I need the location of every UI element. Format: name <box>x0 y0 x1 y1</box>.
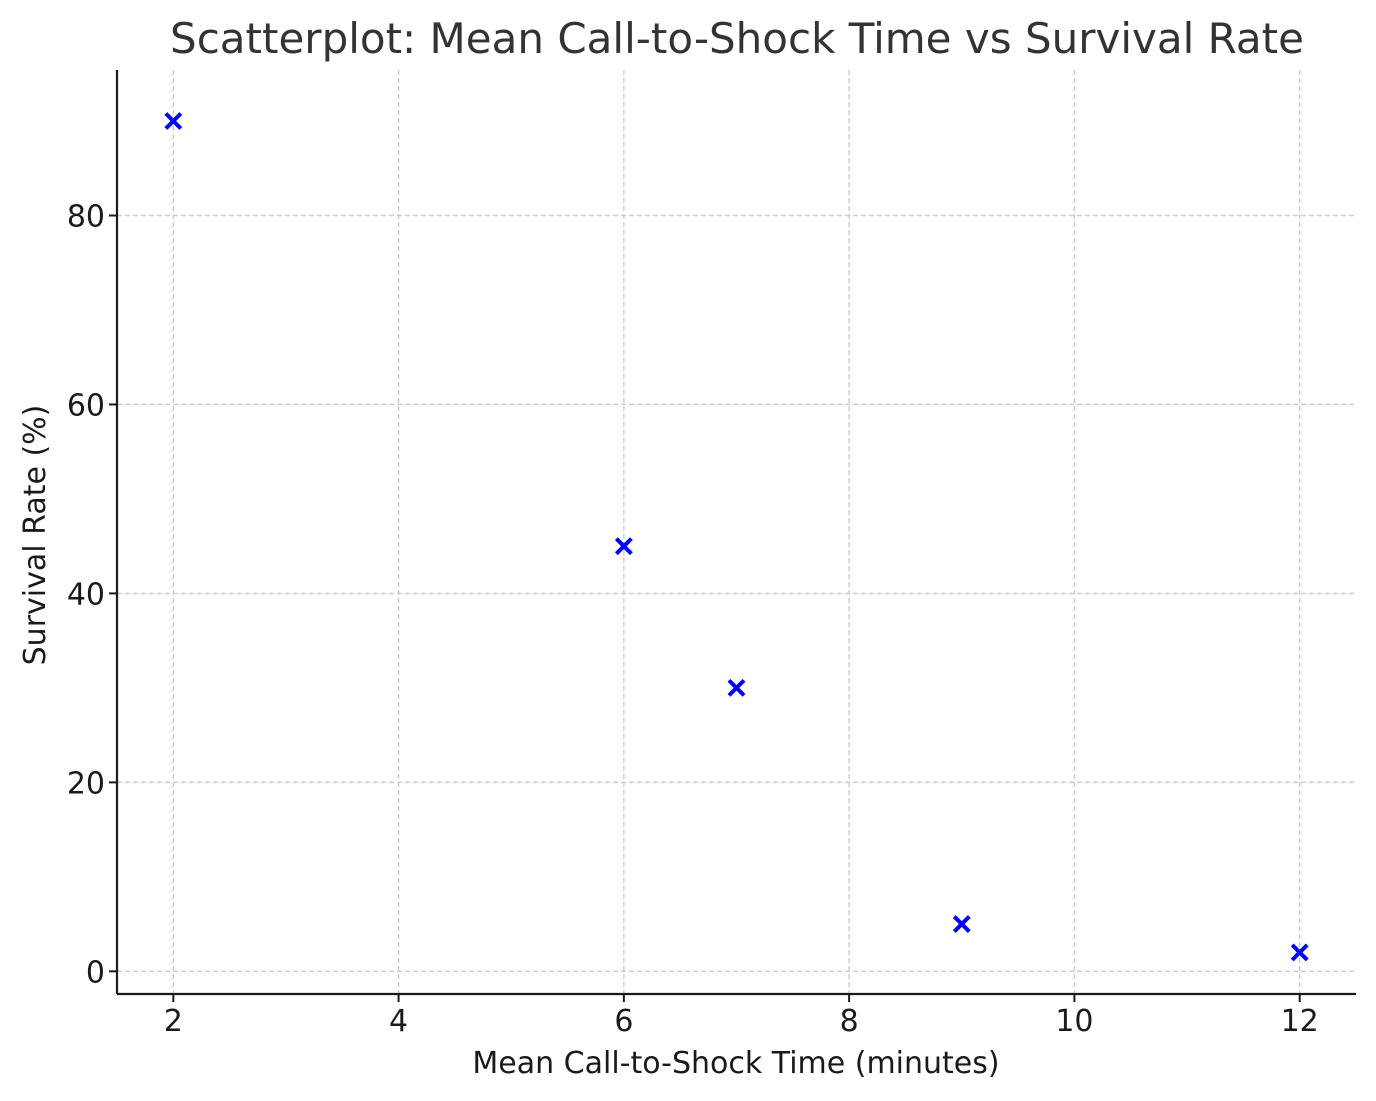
y-tick-label: 0 <box>86 955 105 990</box>
y-tick-label: 60 <box>67 388 105 423</box>
y-tick-label: 80 <box>67 199 105 234</box>
scatter-point <box>952 915 971 934</box>
scatter-point <box>727 678 746 697</box>
scatter-point <box>164 112 183 130</box>
scatter-point <box>1290 943 1309 962</box>
x-tick-label: 8 <box>840 1004 859 1039</box>
y-tick-label: 20 <box>67 766 105 801</box>
tick-group: 2 4 6 8 10 12 0 20 40 60 80 <box>67 199 1319 1039</box>
x-tick-label: 12 <box>1281 1004 1319 1039</box>
x-axis-label: Mean Call-to-Shock Time (minutes) <box>472 1046 999 1081</box>
data-points <box>164 112 1309 962</box>
scatter-point <box>614 537 633 556</box>
x-tick-label: 6 <box>614 1004 633 1039</box>
y-tick-label: 40 <box>67 577 105 612</box>
x-tick-label: 4 <box>389 1004 408 1039</box>
x-tick-label: 2 <box>164 1004 183 1039</box>
axes <box>115 70 1356 996</box>
grid-lines <box>117 70 1356 994</box>
y-axis-label: Survival Rate (%) <box>18 405 53 666</box>
chart-title: Scatterplot: Mean Call-to-Shock Time vs … <box>170 14 1304 63</box>
x-tick-label: 10 <box>1055 1004 1093 1039</box>
